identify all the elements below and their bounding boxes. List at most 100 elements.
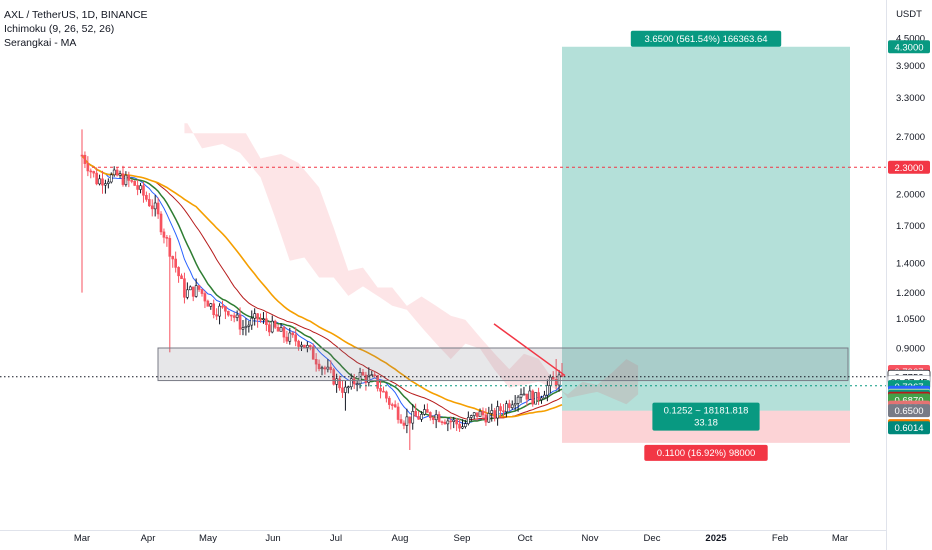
candle-body xyxy=(92,171,96,174)
candle-body xyxy=(516,396,520,404)
candle-body xyxy=(519,394,523,398)
candle-body xyxy=(461,426,464,429)
candle-body xyxy=(279,327,283,332)
candle-body xyxy=(320,367,324,370)
candles xyxy=(80,129,564,450)
candle-body xyxy=(349,378,353,388)
candle-body xyxy=(493,410,497,419)
candle-body xyxy=(124,174,128,185)
candle-body xyxy=(502,410,505,413)
stop-label-text: 0.1100 (16.92%) 98000 xyxy=(657,448,756,459)
candle-body xyxy=(373,374,377,377)
time-tick-label: Oct xyxy=(518,533,533,544)
candle-body xyxy=(396,406,400,420)
candle-body xyxy=(531,390,535,405)
time-tick-label: Mar xyxy=(832,533,848,544)
candle-body xyxy=(218,305,221,317)
candle-body xyxy=(338,378,341,389)
price-tag: 2.3000 xyxy=(888,160,930,174)
price-tick-label: 1.4000 xyxy=(896,258,925,269)
candle-body xyxy=(136,185,139,190)
price-tick-label: 0.9000 xyxy=(896,344,925,355)
candle-body xyxy=(513,403,517,406)
price-tag-label: 0.6014 xyxy=(894,423,923,434)
target-label-bg xyxy=(630,30,782,47)
candle-body xyxy=(487,413,491,423)
candle-body xyxy=(212,303,216,315)
candle-body xyxy=(311,346,315,360)
candle-body xyxy=(554,379,558,386)
candle-body xyxy=(297,340,300,347)
candle-body xyxy=(291,332,295,336)
position-size-label-text: 33.18 xyxy=(694,418,718,429)
candle-body xyxy=(267,324,271,333)
candle-body xyxy=(256,313,259,320)
candle-body xyxy=(165,237,169,239)
candle-body xyxy=(376,375,379,389)
candle-body xyxy=(121,173,125,185)
candle-body xyxy=(130,180,134,182)
price-tick-label: 3.3000 xyxy=(896,93,925,104)
candle-body xyxy=(443,421,447,425)
target-label-text: 3.6500 (561.54%) 166363.64 xyxy=(644,34,767,45)
candle-body xyxy=(481,410,485,416)
candle-body xyxy=(150,205,154,210)
position-size-label-text: 0.1252 ~ 18181.818 xyxy=(664,406,749,417)
candle-body xyxy=(452,419,456,422)
candle-body xyxy=(411,411,415,424)
price-tag-bg xyxy=(888,160,930,174)
candle-body xyxy=(534,392,537,405)
price-tick-label: 3.9000 xyxy=(896,61,925,72)
time-tick-label: Apr xyxy=(141,533,156,544)
support-zone-box xyxy=(157,347,849,382)
candle-body xyxy=(314,359,318,365)
price-tag: 4.3000 xyxy=(888,40,930,54)
candle-body xyxy=(440,421,444,424)
candle-body xyxy=(174,258,177,268)
candle-body xyxy=(200,289,204,294)
candle-body xyxy=(446,420,450,425)
ichimoku-indicator-label[interactable]: Ichimoku (9, 26, 52, 26) xyxy=(4,23,115,35)
candle-body xyxy=(431,417,435,421)
ma-indicator-label[interactable]: Serangkai - MA xyxy=(4,37,77,49)
candle-body xyxy=(276,327,280,332)
time-tick-label: May xyxy=(199,533,217,544)
candle-body xyxy=(294,334,297,342)
candle-body xyxy=(499,406,502,412)
candle-body xyxy=(344,386,347,393)
candle-body xyxy=(540,397,543,400)
candle-body xyxy=(347,386,350,389)
candle-body xyxy=(270,320,274,333)
candle-body xyxy=(303,344,306,348)
drawings[interactable]: 3.6500 (561.54%) 166363.64 0.1252 ~ 18181… xyxy=(0,30,886,461)
candle-body xyxy=(367,374,371,383)
candle-body xyxy=(522,393,526,396)
price-tick-label: 4.5000 xyxy=(896,34,925,45)
candle-body xyxy=(282,327,286,338)
candle-body xyxy=(560,374,564,378)
candle-body xyxy=(546,385,549,396)
candle-body xyxy=(107,181,110,184)
candle-body xyxy=(352,378,356,385)
candle-body xyxy=(361,372,365,376)
candle-body xyxy=(437,414,441,423)
candle-body xyxy=(496,406,499,419)
candle-body xyxy=(86,163,90,172)
tenkan-line xyxy=(81,154,563,424)
candle-body xyxy=(323,367,327,370)
candle-body xyxy=(510,404,514,408)
candle-body xyxy=(317,363,321,370)
candle-body xyxy=(229,314,233,317)
candle-body xyxy=(147,199,151,207)
candle-body xyxy=(467,417,470,424)
candle-body xyxy=(118,173,122,176)
symbol-title[interactable]: AXL / TetherUS, 1D, BINANCE xyxy=(4,9,148,21)
candle-body xyxy=(484,414,488,423)
time-tick-label: Nov xyxy=(582,533,599,544)
candle-body xyxy=(142,185,145,196)
candle-body xyxy=(221,305,224,308)
position-zones xyxy=(562,46,850,443)
candle-body xyxy=(265,318,268,326)
candle-body xyxy=(379,388,382,392)
